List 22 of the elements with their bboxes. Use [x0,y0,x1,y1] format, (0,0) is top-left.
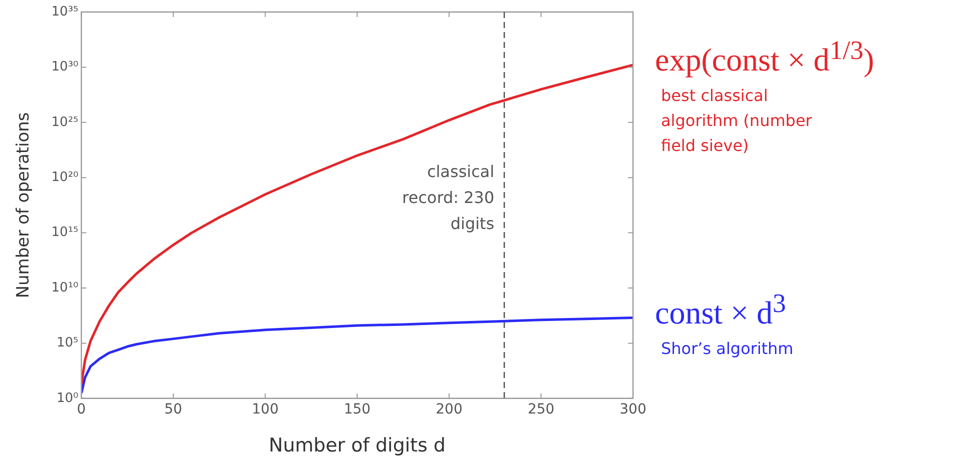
text: Shor’s algorithm [661,338,794,360]
x-tick-label: 250 [528,401,554,418]
y-tick-label: 10¹⁰ [51,280,78,296]
y-tick-label: 10²⁰ [51,170,78,185]
y-tick-label: 10²⁵ [51,114,78,130]
x-tick-label: 300 [620,401,646,418]
x-tick-label: 100 [252,401,279,418]
x-tick-label: 200 [436,401,462,418]
y-tick-label: 10³⁵ [51,4,78,20]
series-label: exp(const × d$^{1/3}$) [655,34,874,79]
series-label: const × d$^{3}$ [655,288,786,332]
ref-line-label: classical record: 230 digits [401,160,494,235]
x-tick-label: 150 [344,401,371,418]
y-tick-label: 10⁵ [56,336,78,351]
y-tick-label: 10¹⁵ [51,225,78,240]
x-tick-label: 50 [164,401,182,418]
x-tick-label: 0 [76,401,86,418]
text: best classical algorithm (number field sieve) [661,84,813,157]
x-axis-title: Number of digits d [268,434,446,457]
y-tick-label: 10⁰ [56,390,78,406]
y-axis-title: Number of operations [14,112,34,298]
y-tick-label: 10³⁰ [51,60,78,75]
